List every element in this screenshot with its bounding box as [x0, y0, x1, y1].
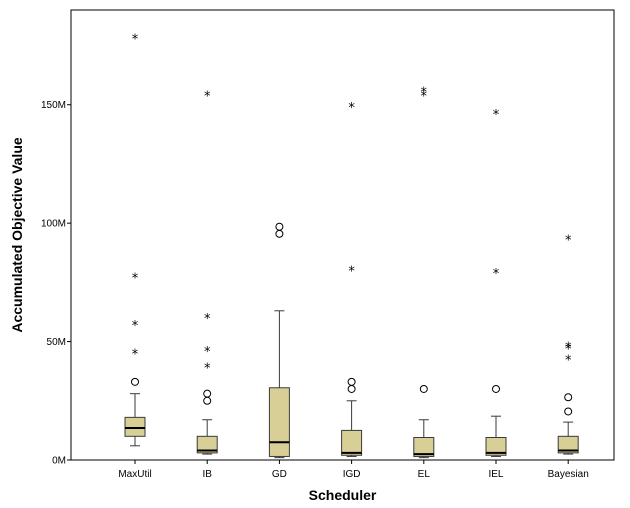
x-axis-ticks: MaxUtil IB GD IGD EL IEL Bayesian	[118, 460, 589, 480]
outlier-point	[347, 377, 356, 386]
x-tick-label: Bayesian	[548, 469, 589, 480]
x-tick-label: MaxUtil	[118, 469, 151, 480]
extreme-point: *	[565, 343, 572, 358]
box-iel: **	[485, 108, 507, 457]
extreme-point: *	[204, 89, 211, 104]
box-iqr	[196, 435, 218, 454]
extreme-point: *	[132, 347, 139, 362]
extreme-point: *	[132, 272, 139, 287]
y-axis-title: Accumulated Objective Value	[9, 137, 25, 333]
extreme-point: *	[565, 353, 572, 368]
box-iqr	[268, 387, 290, 457]
box-maxutil: * * * *	[124, 32, 146, 447]
outlier-point	[347, 384, 356, 393]
outlier-point	[419, 384, 428, 393]
plot-area	[70, 9, 615, 461]
extreme-point: *	[493, 267, 500, 282]
outlier-point	[131, 377, 139, 386]
box-igd: **	[341, 101, 363, 457]
x-tick-label: EL	[418, 469, 431, 480]
box-bayesian: ****	[557, 234, 579, 455]
y-tick-label: 150M	[41, 100, 66, 111]
extreme-point: *	[565, 234, 572, 249]
extreme-point: *	[204, 362, 211, 377]
x-tick-label: IEL	[488, 469, 503, 480]
box-ib: * * * *	[196, 89, 218, 455]
outlier-point	[275, 229, 284, 238]
box-iqr	[124, 416, 146, 437]
x-tick-label: IGD	[343, 469, 361, 480]
box-iqr	[413, 437, 435, 457]
boxes-layer: ******************	[124, 32, 579, 459]
extreme-point: *	[421, 86, 428, 101]
x-axis-title: Scheduler	[309, 487, 377, 503]
extreme-point: *	[132, 32, 139, 47]
extreme-point: *	[493, 108, 500, 123]
box-iqr	[485, 437, 507, 456]
outlier-point	[564, 407, 573, 416]
outlier-point	[203, 389, 212, 398]
outlier-point	[275, 222, 284, 231]
extreme-point: *	[565, 340, 572, 355]
y-tick-label: 50M	[47, 337, 66, 348]
extreme-point: *	[421, 89, 428, 104]
outlier-point	[203, 396, 212, 405]
outlier-point	[564, 393, 573, 402]
box-gd	[268, 222, 290, 459]
extreme-point: *	[348, 101, 355, 116]
extreme-point: *	[204, 345, 211, 360]
y-tick-label: 100M	[41, 219, 66, 230]
plot-frame	[70, 9, 615, 461]
box-iqr	[341, 429, 363, 456]
extreme-point: *	[132, 319, 139, 334]
extreme-point: *	[204, 312, 211, 327]
box-iqr	[557, 435, 579, 454]
y-tick-label: 0M	[52, 456, 66, 467]
x-tick-label: GD	[272, 469, 287, 480]
x-tick-label: IB	[202, 469, 212, 480]
y-axis-ticks: 0M 50M 100M 150M	[41, 100, 71, 467]
extreme-point: *	[348, 265, 355, 280]
outlier-point	[492, 384, 500, 393]
box-el: **	[413, 86, 435, 459]
